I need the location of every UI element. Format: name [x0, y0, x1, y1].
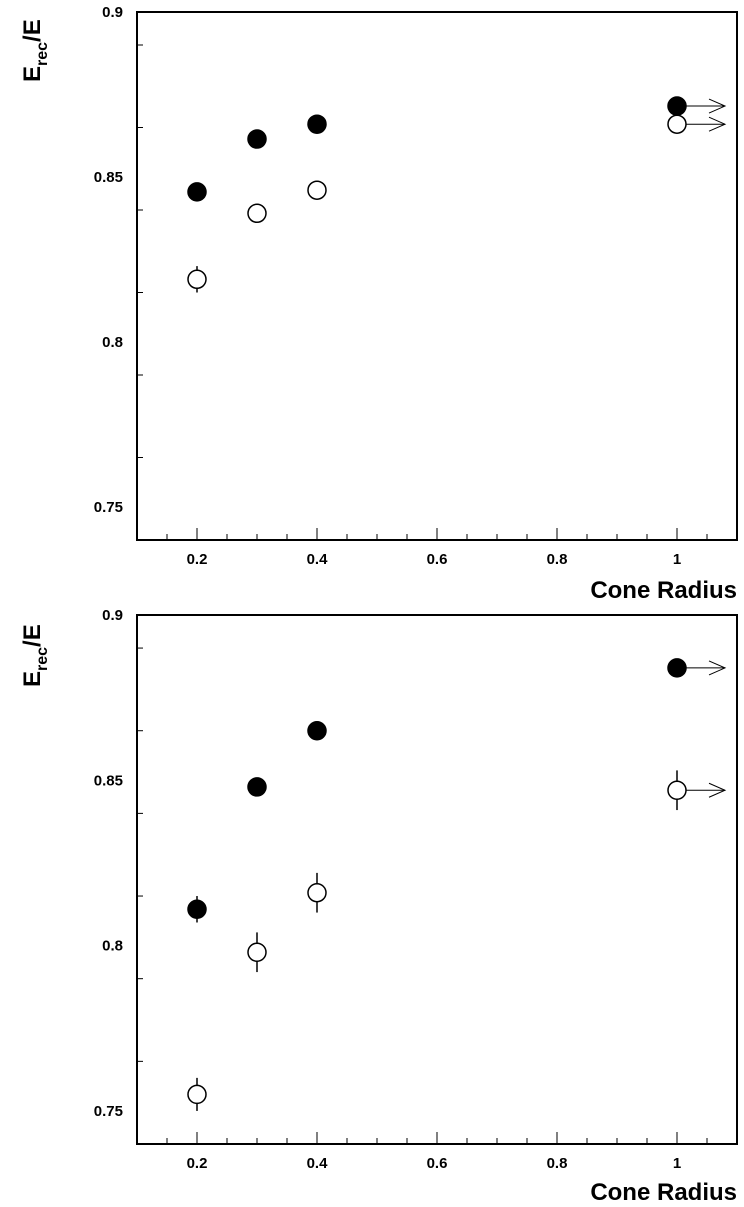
x-tick-label: 0.6 [427, 1155, 448, 1172]
panel-bottom: 0.2 0.4 0.6 0.8 1 0.75 0.8 0.85 0.9 Cone Radius Er… [19, 607, 738, 1206]
open-data-point [247, 942, 267, 962]
filled-data-point [307, 114, 327, 134]
filled-data-point [187, 182, 207, 202]
plot-frame [136, 614, 738, 1145]
open-data-point [187, 1084, 207, 1105]
arrow-head [708, 660, 727, 676]
open-data-point [247, 203, 267, 224]
open-data-point [307, 180, 327, 200]
x-tick-label: 0.2 [187, 551, 208, 568]
open-data-point [307, 882, 327, 903]
x-tick-label: 0.8 [547, 551, 568, 568]
x-tick-label: 0.4 [307, 1155, 329, 1172]
filled-data-point [667, 96, 687, 116]
y-tick-label: 0.85 [94, 772, 123, 789]
arrow-head [708, 782, 727, 798]
x-tick-label: 1 [673, 551, 681, 568]
y-tick-label: 0.75 [94, 1103, 123, 1120]
arrow-head [708, 98, 727, 114]
x-tick-label: 0.6 [427, 551, 448, 568]
y-tick-label: 0.85 [94, 169, 123, 186]
y-tick-label: 0.8 [102, 938, 123, 955]
filled-data-point [667, 658, 687, 678]
x-tick-label: 1 [673, 1155, 681, 1172]
open-data-point [667, 114, 687, 134]
filled-data-point [187, 899, 207, 920]
plot-frame [136, 11, 738, 541]
open-data-point [187, 269, 207, 290]
filled-data-point [247, 129, 267, 149]
filled-data-point [247, 777, 267, 797]
open-data-point [667, 780, 687, 800]
y-tick-label: 0.9 [102, 4, 123, 21]
x-axis-title: Cone Radius [590, 577, 737, 604]
arrow-head [708, 116, 727, 132]
x-tick-label: 0.8 [547, 1155, 568, 1172]
y-axis-title: Erec/E [19, 624, 51, 687]
x-tick-label: 0.2 [187, 1155, 208, 1172]
x-tick-label: 0.4 [307, 551, 329, 568]
x-axis-title: Cone Radius [590, 1179, 737, 1206]
y-tick-label: 0.9 [102, 607, 123, 624]
y-tick-label: 0.75 [94, 499, 123, 516]
y-tick-label: 0.8 [102, 334, 123, 351]
y-axis-title: Erec/E [19, 19, 51, 82]
filled-data-point [307, 720, 327, 741]
panel-top: 0.2 0.4 0.6 0.8 1 0.75 0.8 0.85 0.9 Cone Radius Er… [19, 4, 738, 604]
